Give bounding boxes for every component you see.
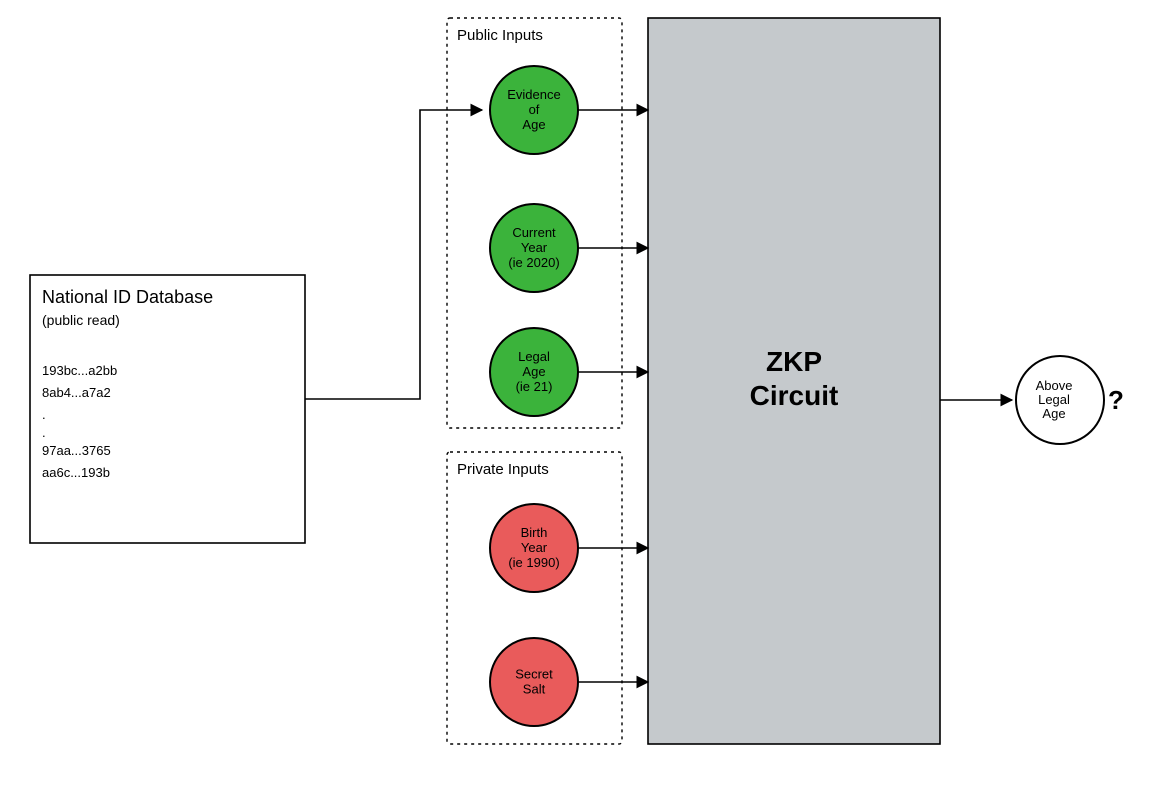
private-inputs-section-label: Private Inputs	[457, 461, 549, 478]
database-row: aa6c...193b	[42, 465, 110, 480]
public-input-legal-age: LegalAge(ie 21)	[490, 328, 578, 416]
zkp-circuit-title-line: ZKP	[766, 346, 822, 377]
input-label: of	[529, 102, 540, 117]
private-input-birth-year: BirthYear(ie 1990)	[490, 504, 578, 592]
diagram-canvas: National ID Database (public read) 193bc..…	[0, 0, 1156, 808]
input-label: Evidence	[507, 87, 560, 102]
question-mark: ?	[1108, 385, 1124, 415]
private-input-secret-salt: SecretSalt	[490, 638, 578, 726]
database-row: 193bc...a2bb	[42, 363, 117, 378]
database-row: 97aa...3765	[42, 443, 111, 458]
input-label: Year	[521, 240, 548, 255]
public-input-evidence: EvidenceofAge	[490, 66, 578, 154]
database-box: National ID Database (public read) 193bc..…	[30, 275, 305, 543]
database-row: .	[42, 425, 46, 440]
input-label: Year	[521, 540, 548, 555]
output-label: Legal	[1038, 392, 1070, 407]
database-subtitle: (public read)	[42, 312, 120, 328]
zkp-circuit-box: ZKPCircuit	[648, 18, 940, 744]
database-row: 8ab4...a7a2	[42, 385, 111, 400]
output-node: AboveLegalAge?	[1016, 356, 1124, 444]
input-label: (ie 1990)	[508, 555, 559, 570]
input-label: (ie 21)	[516, 379, 553, 394]
public-input-current-year: CurrentYear(ie 2020)	[490, 204, 578, 292]
input-label: Current	[512, 225, 556, 240]
database-title: National ID Database	[42, 287, 213, 307]
input-label: Age	[522, 117, 545, 132]
input-label: Secret	[515, 667, 553, 682]
input-label: (ie 2020)	[508, 255, 559, 270]
output-label: Above	[1036, 378, 1073, 393]
input-label: Salt	[523, 682, 546, 697]
input-label: Legal	[518, 349, 550, 364]
database-row: .	[42, 407, 46, 422]
input-label: Age	[522, 364, 545, 379]
edge-database	[305, 110, 482, 399]
output-label: Age	[1042, 406, 1065, 421]
input-label: Birth	[521, 525, 548, 540]
zkp-circuit-title-line: Circuit	[750, 380, 839, 411]
public-inputs-section-label: Public Inputs	[457, 27, 543, 44]
